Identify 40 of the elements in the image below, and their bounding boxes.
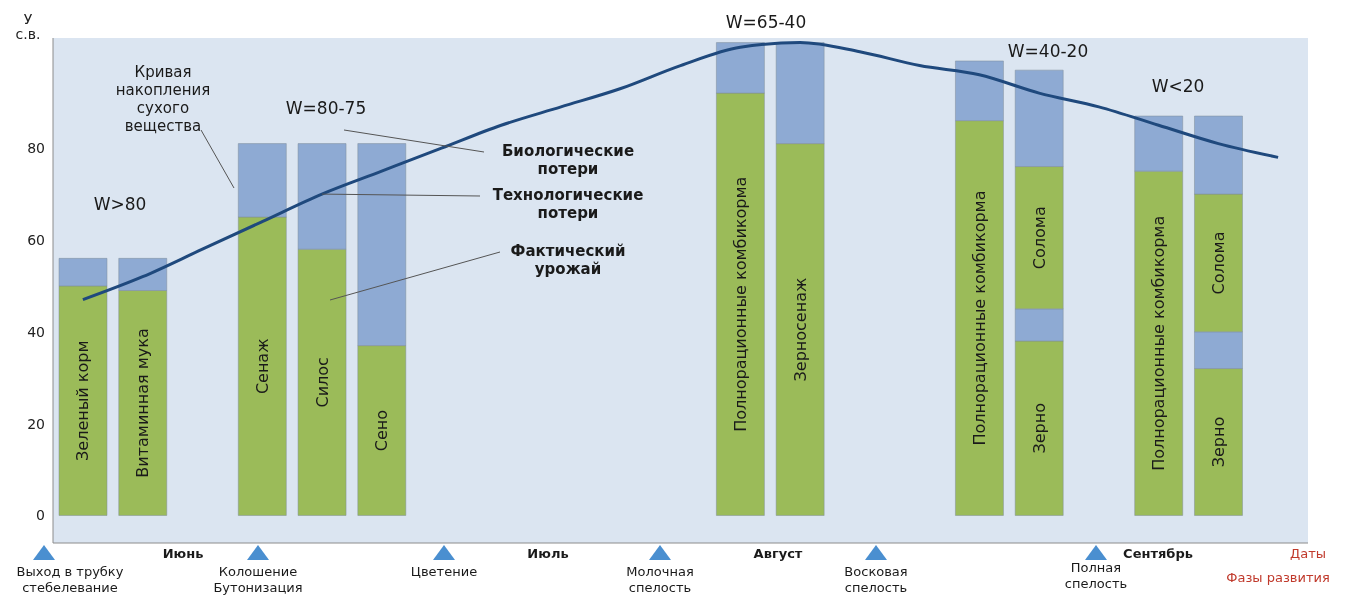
text: Даты bbox=[1290, 546, 1326, 562]
text: Июнь bbox=[162, 546, 204, 562]
x-tick-label: Полнорационные комбикорма bbox=[1149, 215, 1169, 471]
text: Восковая спелость bbox=[844, 564, 908, 596]
x-tick-label: Зерносенаж bbox=[790, 277, 810, 382]
annotation: Технологические потери bbox=[492, 186, 644, 222]
x-tick-label: Сено bbox=[372, 409, 392, 452]
text: Цветение bbox=[410, 564, 478, 580]
x-tick-label: Зерно bbox=[1208, 416, 1228, 468]
annotation: W=80-75 bbox=[285, 98, 367, 118]
text: W=65-40 bbox=[725, 12, 807, 32]
x-tick-label: Зерно bbox=[1029, 402, 1049, 454]
y-axis-title: У с.в. bbox=[14, 11, 42, 42]
y-tick-label: 40 bbox=[27, 323, 45, 340]
annotation: W<20 bbox=[1151, 76, 1205, 96]
annotation: W>80 bbox=[93, 194, 147, 214]
y-tick-label: 20 bbox=[27, 415, 45, 432]
x-tick-label: Витаминная мука bbox=[133, 328, 153, 478]
text: Солома bbox=[1208, 231, 1228, 295]
text: Выход в трубку стебелевание bbox=[16, 564, 124, 596]
x-tick-label: Силос bbox=[312, 357, 332, 408]
x-tick-label: Зеленый корм bbox=[73, 340, 93, 461]
series-label: Солома bbox=[1029, 206, 1049, 270]
y-tick-label: 60 bbox=[27, 231, 45, 248]
text: Фазы развития bbox=[1226, 570, 1330, 586]
text: Колошение Бутонизация bbox=[213, 564, 303, 596]
text: Молочная спелость bbox=[626, 564, 694, 596]
annotation: Кривая накопления сухого вещества bbox=[115, 63, 211, 135]
x-tick-label: Полнорационные комбикорма bbox=[969, 190, 989, 446]
annotation: W=40-20 bbox=[1007, 41, 1089, 61]
annotation: Фактический урожай bbox=[510, 242, 626, 278]
text: Сентябрь bbox=[1123, 546, 1193, 562]
x-tick-label: Сенаж bbox=[252, 338, 272, 395]
x-tick-label: Полнорационные комбикорма bbox=[730, 176, 750, 432]
text: Полная спелость bbox=[1064, 560, 1128, 592]
y-tick-label: 0 bbox=[36, 507, 45, 524]
annotation: Биологические потери bbox=[501, 142, 635, 178]
y-tick-label: 80 bbox=[27, 140, 45, 157]
text: Июль bbox=[527, 546, 569, 562]
text: Август bbox=[753, 546, 803, 562]
